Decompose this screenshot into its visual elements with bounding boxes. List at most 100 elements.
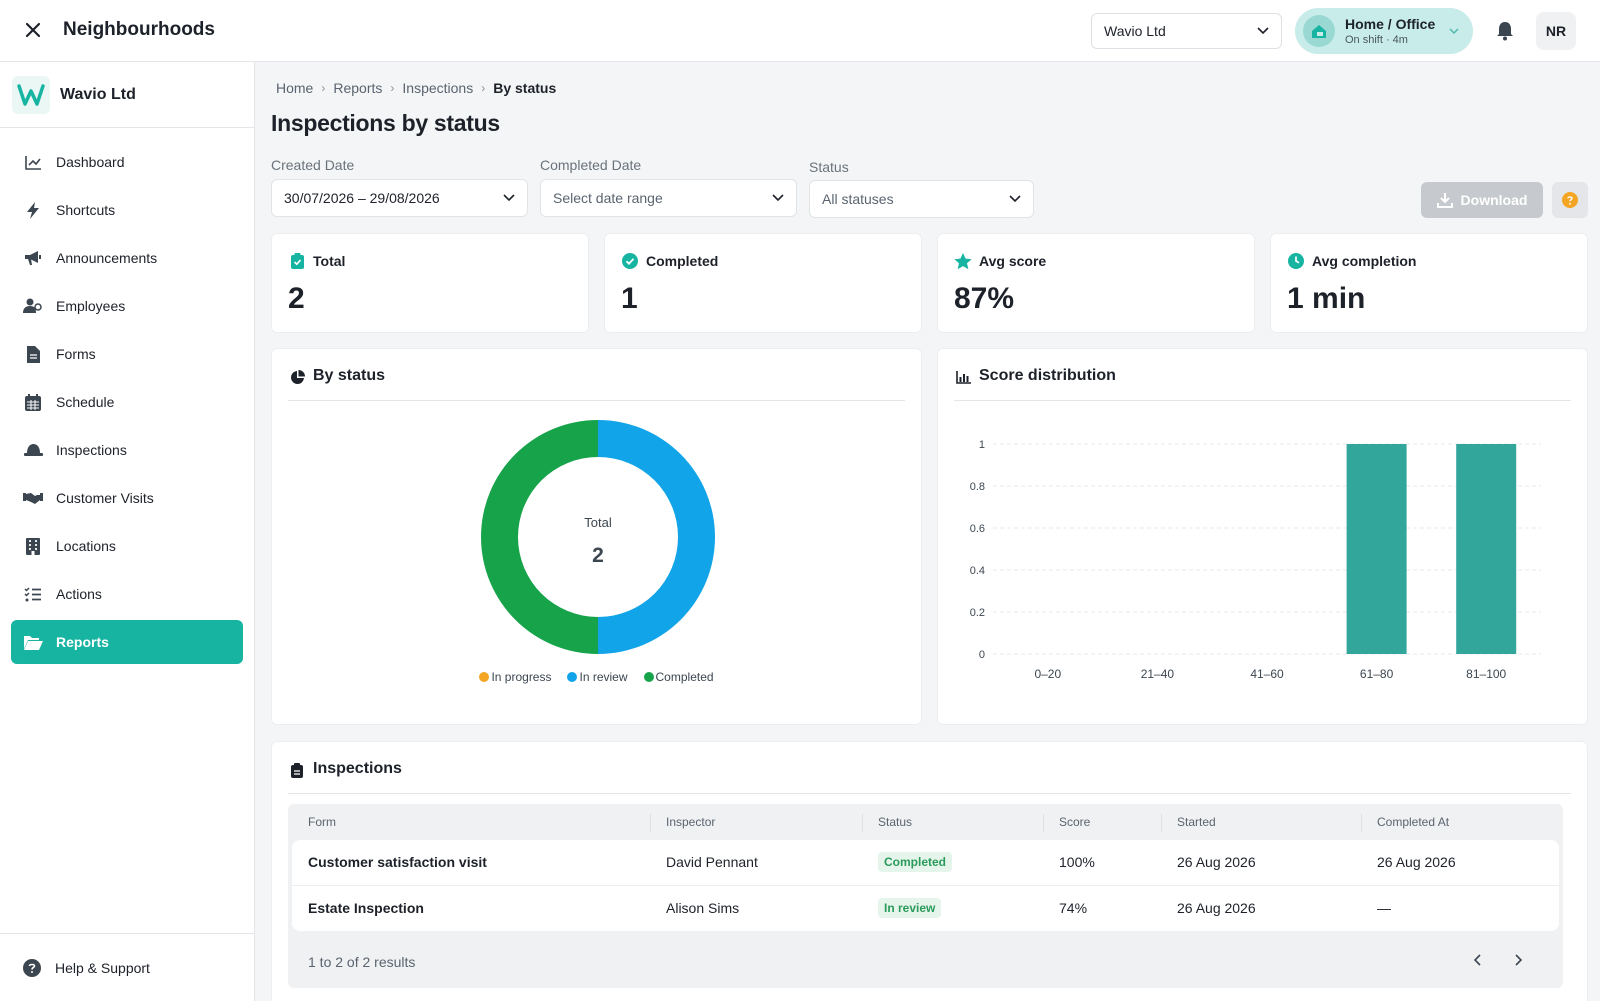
sidebar-item-forms[interactable]: Forms xyxy=(11,332,243,376)
cell-completed-at: — xyxy=(1377,900,1391,916)
column-header-inspector[interactable]: Inspector xyxy=(666,815,716,829)
chevron-left-icon[interactable] xyxy=(1464,946,1492,974)
stat-card-avg-score: Avg score 87% xyxy=(937,233,1255,333)
notifications-bell-icon[interactable] xyxy=(1493,19,1517,43)
completed-date-select[interactable]: Select date range xyxy=(540,179,797,217)
created-date-select[interactable]: 30/07/2026 – 29/08/2026 xyxy=(271,179,528,217)
table-row[interactable]: Customer satisfaction visit David Pennan… xyxy=(292,840,1559,885)
stat-value: 1 min xyxy=(1287,282,1366,315)
sidebar-item-label: Locations xyxy=(56,538,116,554)
column-header-completed-at[interactable]: Completed At xyxy=(1377,815,1450,829)
column-divider xyxy=(1361,814,1362,832)
sidebar-item-dashboard[interactable]: Dashboard xyxy=(11,140,243,184)
sidebar-item-label: Announcements xyxy=(56,250,158,266)
chevron-right-icon[interactable] xyxy=(1504,946,1532,974)
stat-label: Total xyxy=(313,253,346,269)
table-body: Customer satisfaction visit David Pennan… xyxy=(292,840,1559,931)
sidebar-item-announcements[interactable]: Announcements xyxy=(11,236,243,280)
stat-value: 2 xyxy=(288,282,305,315)
column-header-started[interactable]: Started xyxy=(1177,815,1216,829)
score-distribution-panel: Score distribution 0 0.2 0.4 0.6 0.8 1 0–20 21–… xyxy=(937,348,1588,725)
inspections-table: Form Inspector Status Score Started Comp… xyxy=(288,804,1563,988)
users-icon xyxy=(23,296,43,316)
completed-date-label: Completed Date xyxy=(540,157,642,173)
x-tick-label: 81–100 xyxy=(1466,667,1506,681)
legend-swatch xyxy=(567,672,578,682)
sidebar-item-employees[interactable]: Employees xyxy=(11,284,243,328)
panel-title: Inspections xyxy=(313,760,402,777)
breadcrumb: Home › Reports › Inspections › By status xyxy=(276,80,556,96)
sidebar-item-customer-visits[interactable]: Customer Visits xyxy=(11,476,243,520)
report-help-button[interactable] xyxy=(1552,182,1588,218)
status-select[interactable]: All statuses xyxy=(809,180,1034,218)
created-date-value: 30/07/2026 – 29/08/2026 xyxy=(284,190,440,206)
shift-location: Home / Office xyxy=(1345,16,1436,32)
sidebar: Wavio Ltd Dashboard Shortcuts Announceme… xyxy=(0,62,255,1001)
organisation-select[interactable]: Wavio Ltd xyxy=(1091,13,1282,49)
breadcrumb-inspections[interactable]: Inspections xyxy=(402,80,474,96)
donut-slice-in-review[interactable] xyxy=(598,420,715,654)
legend-label: Completed xyxy=(655,670,714,684)
sidebar-item-locations[interactable]: Locations xyxy=(11,524,243,568)
chevron-down-icon xyxy=(1257,27,1269,35)
stat-card-completed: Completed 1 xyxy=(604,233,922,333)
x-tick-label: 61–80 xyxy=(1360,667,1394,681)
x-tick-label: 41–60 xyxy=(1250,667,1284,681)
panel-title: By status xyxy=(313,367,386,384)
handshake-icon xyxy=(23,488,43,508)
calendar-icon xyxy=(23,392,43,412)
donut-center-label: Total xyxy=(584,515,612,530)
sidebar-item-label: Customer Visits xyxy=(56,490,154,506)
check-circle-icon xyxy=(621,252,639,270)
status-badge: Completed xyxy=(878,852,953,872)
user-avatar[interactable]: NR xyxy=(1536,12,1576,50)
legend-item-in-progress[interactable]: In progress xyxy=(479,670,551,684)
table-row[interactable]: Estate Inspection Alison Sims In review … xyxy=(292,885,1559,930)
chevron-right-icon: › xyxy=(321,81,326,95)
shift-status-button[interactable]: Home / Office On shift · 4m xyxy=(1295,8,1473,54)
chevron-down-icon xyxy=(1009,195,1021,203)
legend-swatch xyxy=(643,672,654,682)
question-circle-icon xyxy=(1562,192,1578,208)
column-header-status[interactable]: Status xyxy=(878,815,913,829)
sidebar-item-shortcuts[interactable]: Shortcuts xyxy=(11,188,243,232)
sidebar-item-label: Reports xyxy=(56,634,109,650)
breadcrumb-home[interactable]: Home xyxy=(276,80,314,96)
chart-bar-icon xyxy=(954,368,972,386)
score-bar-chart: 0 0.2 0.4 0.6 0.8 1 0–20 21–40 41–60 61–80 81–100 xyxy=(970,439,1541,681)
top-bar: Neighbourhoods Wavio Ltd Home / Office O… xyxy=(0,0,1600,62)
help-support-link[interactable]: Help & Support xyxy=(0,933,254,1001)
legend-label: In progress xyxy=(491,670,552,684)
column-header-score[interactable]: Score xyxy=(1059,815,1091,829)
close-icon[interactable] xyxy=(20,17,46,43)
donut-slice-completed[interactable] xyxy=(481,420,598,654)
by-status-panel: By status Total 2 In progress In review C… xyxy=(271,348,922,725)
company-logo xyxy=(12,75,50,114)
bar-61–80[interactable] xyxy=(1346,444,1407,654)
question-circle-icon xyxy=(22,958,42,978)
status-value: All statuses xyxy=(822,191,894,207)
donut-center-value: 2 xyxy=(592,544,604,567)
legend-item-completed[interactable]: Completed xyxy=(643,670,714,684)
legend-item-in-review[interactable]: In review xyxy=(567,670,628,684)
sidebar-item-schedule[interactable]: Schedule xyxy=(11,380,243,424)
sidebar-item-reports[interactable]: Reports xyxy=(11,620,243,664)
y-tick-label: 0.8 xyxy=(970,481,985,493)
download-button[interactable]: Download xyxy=(1421,182,1543,218)
chart-legend: In progress In review Completed xyxy=(272,670,921,684)
list-check-icon xyxy=(23,584,43,604)
column-header-form[interactable]: Form xyxy=(308,815,336,829)
breadcrumb-reports[interactable]: Reports xyxy=(333,80,383,96)
chevron-down-icon xyxy=(503,194,515,202)
table-header: Form Inspector Status Score Started Comp… xyxy=(288,804,1563,840)
stat-card-avg-completion: Avg completion 1 min xyxy=(1270,233,1588,333)
created-date-label: Created Date xyxy=(271,157,355,173)
cell-inspector: David Pennant xyxy=(666,854,758,870)
sidebar-item-inspections[interactable]: Inspections xyxy=(11,428,243,472)
download-icon xyxy=(1436,193,1453,208)
sidebar-item-label: Shortcuts xyxy=(56,202,116,218)
sidebar-item-actions[interactable]: Actions xyxy=(11,572,243,616)
column-divider xyxy=(650,814,651,832)
bar-81–100[interactable] xyxy=(1456,444,1517,654)
sidebar-item-label: Inspections xyxy=(56,442,127,458)
